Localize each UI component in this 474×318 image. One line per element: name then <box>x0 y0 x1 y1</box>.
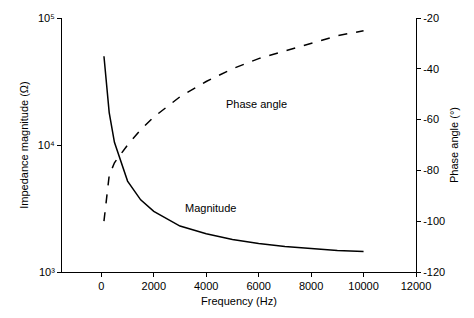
svg-text:2000: 2000 <box>142 280 166 292</box>
svg-text:10³: 10³ <box>39 266 55 278</box>
svg-text:0: 0 <box>98 280 104 292</box>
svg-text:10000: 10000 <box>348 280 379 292</box>
svg-text:-100: -100 <box>423 215 445 227</box>
svg-text:4000: 4000 <box>194 280 218 292</box>
svg-text:-120: -120 <box>423 266 445 278</box>
svg-text:Phase angle: Phase angle <box>226 98 287 110</box>
svg-text:-20: -20 <box>423 12 439 24</box>
svg-text:Impedance magnitude (Ω): Impedance magnitude (Ω) <box>18 81 30 208</box>
svg-text:-80: -80 <box>423 164 439 176</box>
svg-text:8000: 8000 <box>299 280 323 292</box>
svg-text:Phase angle (°): Phase angle (°) <box>448 107 460 183</box>
svg-text:10⁵: 10⁵ <box>38 12 55 24</box>
svg-text:6000: 6000 <box>246 280 270 292</box>
svg-text:-60: -60 <box>423 113 439 125</box>
svg-text:Frequency (Hz): Frequency (Hz) <box>201 295 277 307</box>
svg-text:10⁴: 10⁴ <box>38 139 55 151</box>
svg-text:12000: 12000 <box>401 280 432 292</box>
svg-text:Magnitude: Magnitude <box>185 202 236 214</box>
svg-text:-40: -40 <box>423 63 439 75</box>
